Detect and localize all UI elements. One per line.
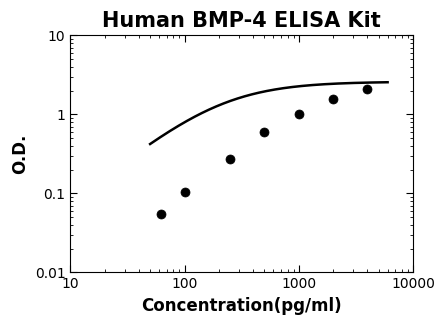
Title: Human BMP-4 ELISA Kit: Human BMP-4 ELISA Kit: [102, 11, 381, 31]
Point: [181, 189, 188, 194]
Point: [261, 129, 268, 135]
Point: [157, 211, 165, 216]
Point: [364, 86, 371, 92]
Point: [227, 157, 234, 162]
X-axis label: Concentration(pg/ml): Concentration(pg/ml): [141, 297, 342, 315]
Point: [295, 111, 302, 116]
Point: [330, 97, 337, 102]
Y-axis label: O.D.: O.D.: [11, 134, 29, 174]
